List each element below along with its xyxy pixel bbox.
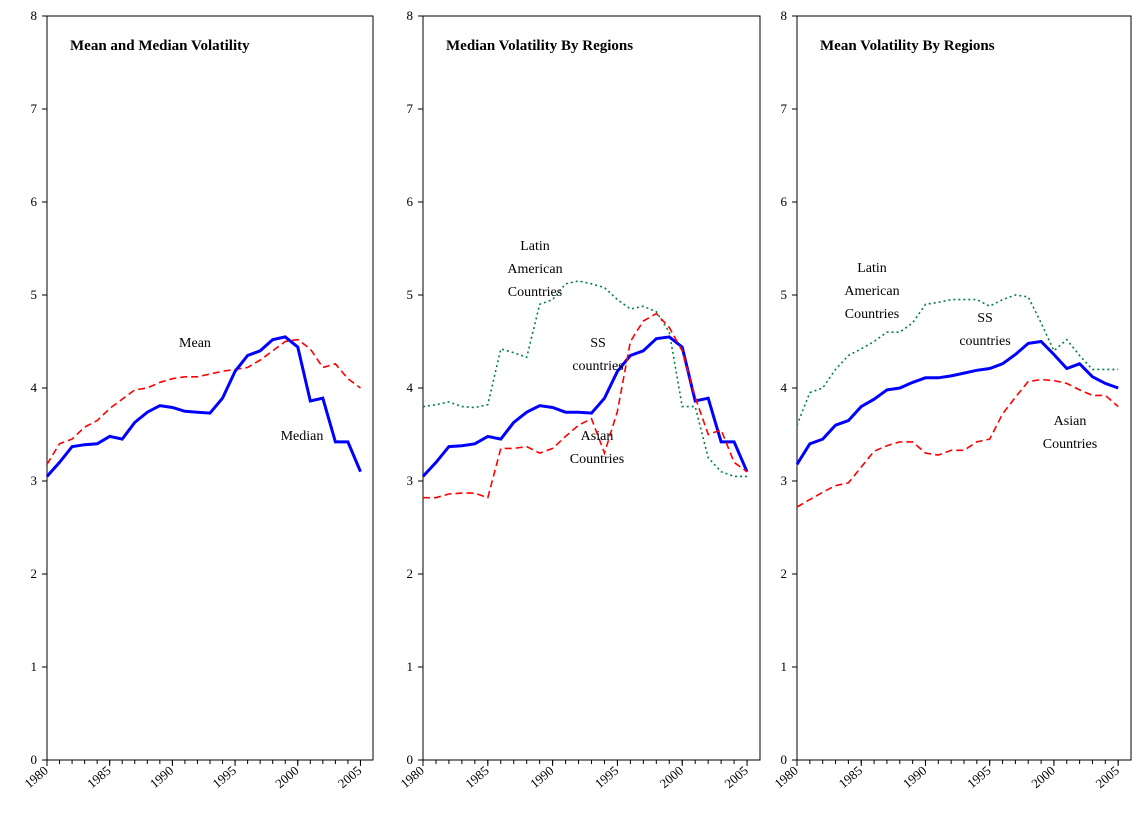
x-tick-label: 2005 xyxy=(335,763,365,791)
series-label: Asian Countries xyxy=(1043,414,1097,452)
x-tick-label: 1995 xyxy=(964,763,994,791)
series-line xyxy=(796,378,1119,508)
x-tick-label: 1990 xyxy=(147,763,177,791)
series-label: Asian Countries xyxy=(570,429,624,467)
x-tick-label: 1990 xyxy=(527,763,557,791)
series-label: SS countries xyxy=(572,336,623,374)
x-tick-label: 1985 xyxy=(84,763,114,791)
y-tick-label: 2 xyxy=(31,566,38,581)
x-tick-label: 1980 xyxy=(771,763,801,791)
y-tick-label: 5 xyxy=(781,287,788,302)
x-tick-label: 1980 xyxy=(397,763,427,791)
series-label: Latin American Countries xyxy=(507,239,562,300)
y-tick-label: 6 xyxy=(31,194,38,209)
plot-frame xyxy=(422,15,761,761)
series-line xyxy=(45,335,362,478)
y-tick-label: 1 xyxy=(407,659,414,674)
y-tick-label: 5 xyxy=(407,287,414,302)
series-line xyxy=(46,338,361,465)
y-tick-label: 4 xyxy=(781,380,788,395)
x-tick-label: 1980 xyxy=(21,763,51,791)
y-tick-label: 8 xyxy=(31,8,38,23)
y-tick-label: 1 xyxy=(781,659,788,674)
series-line xyxy=(423,312,748,499)
y-tick-label: 3 xyxy=(31,473,38,488)
chart-title: Mean Volatility By Regions xyxy=(820,38,995,54)
y-tick-label: 0 xyxy=(31,752,38,767)
series-label: Latin American Countries xyxy=(844,261,899,322)
series-line xyxy=(795,339,1119,466)
x-tick-label: 1995 xyxy=(209,763,239,791)
y-tick-label: 3 xyxy=(407,473,414,488)
y-tick-label: 0 xyxy=(407,752,414,767)
chart-title: Median Volatility By Regions xyxy=(446,38,633,54)
x-tick-label: 2005 xyxy=(721,763,751,791)
y-tick-label: 7 xyxy=(31,101,38,116)
y-tick-label: 0 xyxy=(781,752,788,767)
y-tick-label: 1 xyxy=(31,659,38,674)
y-tick-label: 6 xyxy=(407,194,414,209)
x-tick-label: 1990 xyxy=(900,763,930,791)
chart-title: Mean and Median Volatility xyxy=(70,38,250,54)
x-tick-label: 2000 xyxy=(1028,763,1058,791)
x-tick-label: 2005 xyxy=(1093,763,1123,791)
y-tick-label: 7 xyxy=(407,101,414,116)
plot-frame xyxy=(796,15,1132,761)
series-line xyxy=(422,280,747,478)
y-tick-label: 5 xyxy=(31,287,38,302)
y-tick-label: 2 xyxy=(407,566,414,581)
x-tick-label: 1985 xyxy=(462,763,492,791)
y-tick-label: 7 xyxy=(781,101,788,116)
plot-frame xyxy=(46,15,374,761)
series-label: Median xyxy=(281,429,324,444)
y-tick-label: 8 xyxy=(781,8,788,23)
x-tick-label: 2000 xyxy=(657,763,687,791)
y-tick-label: 6 xyxy=(781,194,788,209)
y-tick-label: 4 xyxy=(407,380,414,395)
x-tick-label: 1985 xyxy=(836,763,866,791)
y-tick-label: 3 xyxy=(781,473,788,488)
y-tick-label: 2 xyxy=(781,566,788,581)
series-label: Mean xyxy=(179,336,211,351)
y-tick-label: 4 xyxy=(31,380,38,395)
series-label: SS countries xyxy=(959,311,1010,349)
x-tick-label: 1995 xyxy=(592,763,622,791)
y-tick-label: 8 xyxy=(407,8,414,23)
x-tick-label: 2000 xyxy=(272,763,302,791)
